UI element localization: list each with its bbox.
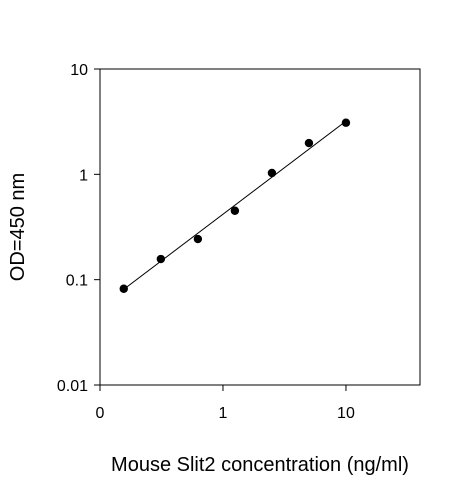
data-point <box>156 254 166 264</box>
data-point <box>119 284 128 293</box>
fit-line <box>123 120 347 290</box>
data-point <box>341 118 351 127</box>
x-axis-label: Mouse Slit2 concentration (ng/ml) <box>111 454 409 476</box>
y-tick-label: 0.01 <box>57 378 88 395</box>
y-tick-label: 0.1 <box>66 273 88 290</box>
data-point <box>230 206 240 215</box>
y-axis-ticks: 0.01 0.1 1 10 <box>57 62 100 395</box>
data-point <box>193 234 203 244</box>
data-point <box>267 168 277 178</box>
x-axis-ticks: 0 1 10 <box>96 385 355 422</box>
x-tick-label: 0 <box>96 405 105 422</box>
y-tick-label: 10 <box>70 62 88 79</box>
y-axis-label: OD=450 nm <box>7 173 29 281</box>
plot-frame <box>99 68 421 386</box>
y-tick-label: 1 <box>79 167 88 184</box>
fit-line-layer <box>123 120 347 290</box>
x-tick-label: 1 <box>219 405 228 422</box>
data-point <box>304 138 314 148</box>
x-tick-label: 10 <box>337 405 355 422</box>
data-points <box>119 118 351 293</box>
